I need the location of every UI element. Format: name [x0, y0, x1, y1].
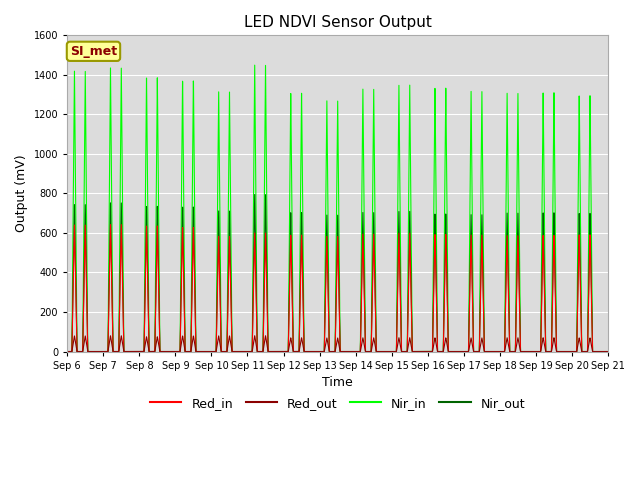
Legend: Red_in, Red_out, Nir_in, Nir_out: Red_in, Red_out, Nir_in, Nir_out [145, 392, 530, 415]
Red_in [63, 348, 71, 354]
X-axis label: Time: Time [323, 376, 353, 389]
Line: Red_out: Red_out [67, 336, 608, 351]
Nir_in [604, 348, 612, 354]
Nir_out [415, 348, 423, 354]
Nir_in [162, 348, 170, 354]
Red_out [162, 348, 170, 354]
Title: LED NDVI Sensor Output: LED NDVI Sensor Output [244, 15, 431, 30]
Nir_in [415, 348, 423, 354]
Nir_out [467, 219, 475, 225]
Nir_out [388, 348, 396, 354]
Y-axis label: Output (mV): Output (mV) [15, 155, 28, 232]
Nir_in [508, 348, 516, 354]
Line: Nir_in: Nir_in [67, 65, 608, 351]
Red_in [270, 348, 278, 354]
Red_out [467, 336, 475, 342]
Nir_out [63, 348, 71, 354]
Text: SI_met: SI_met [70, 45, 117, 58]
Nir_out [270, 348, 278, 354]
Red_out [508, 348, 516, 354]
Red_out [415, 348, 423, 354]
Nir_in [270, 348, 278, 354]
Nir_in [388, 348, 396, 354]
Red_in [107, 222, 115, 228]
Red_in [388, 348, 396, 354]
Red_out [63, 348, 71, 354]
Red_in [162, 348, 170, 354]
Red_out [270, 348, 278, 354]
Red_in [415, 348, 423, 354]
Nir_in [251, 62, 259, 68]
Line: Nir_out: Nir_out [67, 194, 608, 351]
Red_out [388, 348, 396, 354]
Nir_in [63, 348, 71, 354]
Red_in [508, 348, 516, 354]
Nir_out [508, 348, 516, 354]
Red_out [251, 333, 259, 338]
Nir_out [251, 192, 259, 197]
Nir_out [604, 348, 612, 354]
Red_in [467, 238, 475, 244]
Red_in [604, 348, 612, 354]
Nir_in [467, 102, 475, 108]
Nir_out [162, 348, 170, 354]
Line: Red_in: Red_in [67, 225, 608, 351]
Red_out [604, 348, 612, 354]
